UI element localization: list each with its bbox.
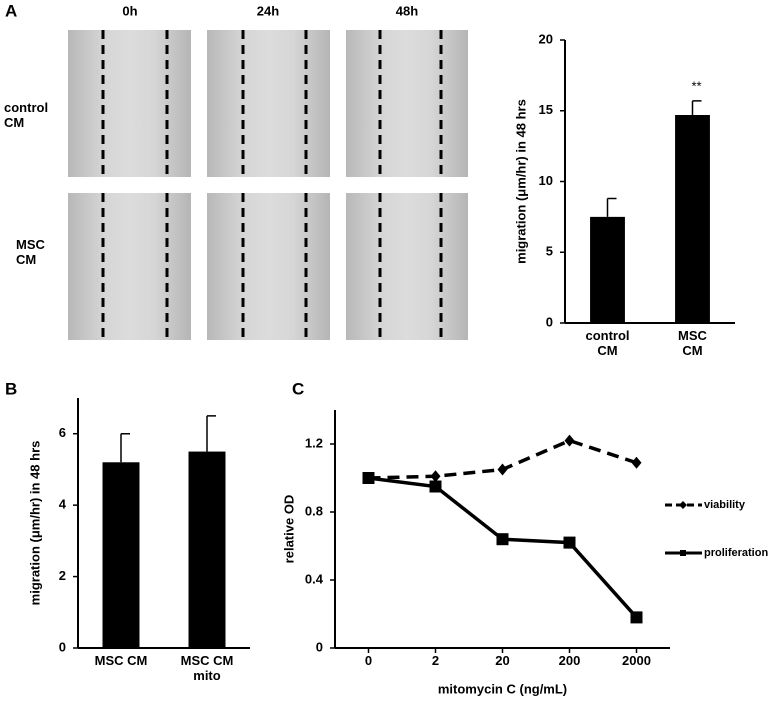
annotation: **: [691, 78, 701, 93]
marker: [496, 533, 509, 546]
y-tick-label: 0: [316, 639, 323, 654]
y-axis-label: migration (μm/hr) in 48 hrs: [27, 441, 42, 606]
legend-marker: [679, 501, 687, 509]
column-label: 48h: [396, 3, 418, 18]
x-tick-label: 200: [558, 653, 581, 668]
bar: [188, 451, 226, 648]
x-tick-label: 2: [431, 653, 440, 668]
error-bar: [206, 415, 216, 452]
y-tick-label: 0: [59, 639, 66, 654]
x-tick-label: 2000: [622, 653, 651, 668]
legend-marker: [680, 550, 686, 556]
marker: [362, 472, 375, 484]
legend-label: viability: [704, 499, 746, 511]
y-tick-label: 0.4: [305, 571, 324, 586]
panel-letter: C: [292, 379, 304, 398]
y-tick-label: 1.2: [305, 435, 323, 450]
y-axis-label: relative OD: [281, 495, 296, 564]
y-tick-label: 0.8: [305, 503, 323, 518]
x-tick-label: 0: [364, 653, 373, 668]
y-tick-label: 0: [546, 314, 553, 329]
error-bar: [691, 100, 702, 115]
marker: [564, 434, 575, 447]
panel-letter: A: [5, 1, 17, 20]
y-tick-label: 15: [539, 102, 553, 117]
bar: [590, 216, 625, 323]
error-bar: [120, 432, 130, 463]
panel-letter: B: [5, 379, 17, 398]
x-axis-label: mitomycin C (ng/mL): [438, 681, 567, 696]
micrograph: [207, 193, 330, 340]
y-tick-label: 10: [539, 173, 553, 188]
marker: [430, 470, 441, 483]
y-tick-label: 2: [59, 568, 66, 583]
y-tick-label: 5: [546, 244, 553, 259]
x-tick-label: control CM: [585, 328, 630, 358]
y-tick-label: 20: [539, 31, 553, 46]
marker: [563, 536, 576, 549]
x-tick-label: MSC CM mito: [180, 653, 234, 683]
micrograph: [346, 193, 468, 340]
legend-label: proliferation: [704, 547, 768, 559]
y-tick-label: 6: [59, 425, 66, 440]
x-tick-label: MSC CM: [678, 328, 707, 358]
marker: [631, 456, 642, 469]
marker: [497, 463, 508, 476]
micrograph-grid: [68, 30, 468, 340]
error-bar: [606, 197, 617, 217]
marker: [630, 611, 643, 624]
x-tick-label: MSC CM: [94, 653, 148, 668]
y-tick-label: 4: [59, 497, 67, 512]
series-line: [368, 476, 638, 619]
micrograph: [207, 30, 330, 177]
micrograph: [68, 193, 191, 340]
micrograph: [68, 30, 191, 177]
row-label: control CM: [4, 100, 49, 130]
bar: [102, 462, 140, 648]
column-label: 24h: [257, 3, 279, 18]
marker: [429, 480, 442, 493]
bar: [675, 114, 710, 324]
micrograph: [346, 30, 468, 177]
column-label: 0h: [122, 3, 137, 18]
x-tick-label: 20: [495, 653, 510, 668]
row-label: MSC CM: [16, 237, 45, 267]
y-axis-label: migration (μm/hr) in 48 hrs: [513, 99, 528, 264]
